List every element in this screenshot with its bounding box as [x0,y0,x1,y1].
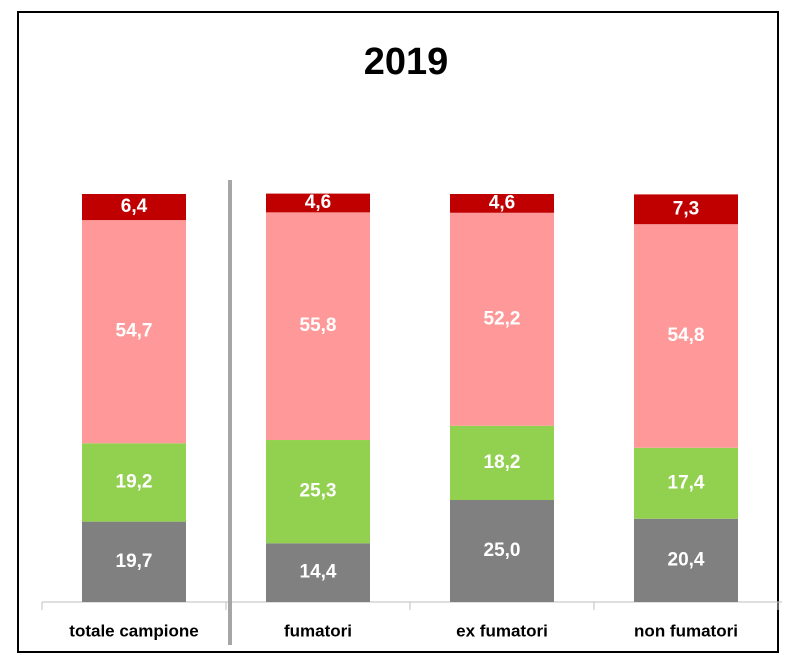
bar-segment [634,518,738,602]
x-tick-label: ex fumatori [456,621,548,640]
x-tick-label: fumatori [284,621,352,640]
x-tick-label: totale campione [69,621,198,640]
bar-segment [634,447,738,519]
bar-segment [82,220,186,444]
bar-segment [634,194,738,225]
bar-segment [450,212,554,426]
data-label: 20,4 [668,549,705,570]
data-label: 19,7 [116,551,153,572]
bar-segment [266,543,370,602]
data-label: 52,2 [484,308,521,329]
x-tick-label: non fumatori [634,621,738,640]
bar-segment [82,194,186,221]
data-label: 14,4 [300,562,337,583]
data-label: 54,7 [116,321,153,342]
bar-segment [266,212,370,441]
data-label: 25,3 [300,481,337,502]
data-label: 25,0 [484,540,521,561]
data-label: 19,2 [116,471,153,492]
data-label: 54,8 [668,325,705,346]
data-label: 55,8 [300,315,337,336]
bar-segment [634,224,738,448]
data-label: 4,6 [489,192,515,213]
chart-title: 2019 [364,41,449,83]
bar-segment [450,500,554,602]
bar-segment [82,443,186,522]
data-label: 18,2 [484,452,521,473]
bar-segment [266,440,370,544]
data-label: 17,4 [668,472,705,493]
data-label: 6,4 [121,196,148,217]
bar-segment [266,193,370,213]
bar-segment [82,521,186,602]
data-label: 7,3 [673,198,699,219]
bar-segment [450,425,554,500]
data-label: 4,6 [305,192,331,213]
bar-segment [450,194,554,213]
